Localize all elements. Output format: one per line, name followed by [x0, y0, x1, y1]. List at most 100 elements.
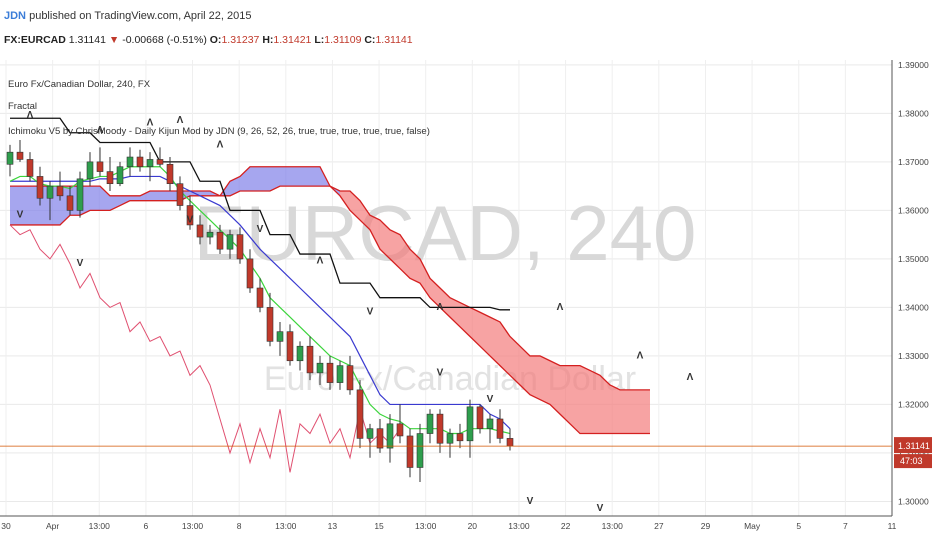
candle-body — [136, 156, 144, 168]
fractal-down-marker: V — [17, 210, 24, 221]
open-value: 1.31237 — [221, 34, 260, 46]
candle-body — [326, 362, 334, 383]
close-label: C: — [364, 34, 376, 46]
down-arrow-icon: ▼ — [108, 34, 120, 46]
candle-body — [506, 438, 514, 447]
fractal-down-marker: V — [487, 394, 494, 405]
candle-body — [106, 171, 114, 185]
fractal-markers: Λ Λ Λ Λ Λ Λ Λ Λ Λ Λ V V V V V V V V V — [17, 110, 694, 514]
low-value: 1.31109 — [324, 34, 362, 46]
time-tick-label: 13 — [328, 521, 338, 531]
time-tick-label: 13:00 — [508, 521, 530, 531]
candle-body — [436, 413, 444, 444]
candle-body — [116, 166, 124, 185]
candle-body — [416, 433, 424, 468]
candle-body — [336, 365, 344, 383]
legend-fractal[interactable]: Fractal — [8, 101, 37, 112]
high-value: 1.31421 — [273, 34, 312, 46]
high-label: H: — [262, 34, 274, 46]
open-label: O: — [209, 34, 222, 46]
published-text: published on TradingView.com, April 22, … — [29, 10, 252, 22]
candle-body — [36, 176, 44, 199]
time-tick-label: 13:00 — [89, 521, 111, 531]
candle-body — [176, 183, 184, 206]
close-value: 1.31141 — [375, 34, 413, 46]
candle-body — [276, 331, 284, 342]
candle-body — [386, 423, 394, 449]
time-tick-label: 13:00 — [602, 521, 624, 531]
price-tick-label: 1.33000 — [898, 351, 929, 361]
candle-body — [466, 406, 474, 442]
publisher-name[interactable]: JDN — [4, 10, 27, 22]
legend-ichimoku[interactable]: Ichimoku V5 by ChrisMoody - Daily Kijun … — [8, 126, 430, 137]
time-tick-label: 15 — [374, 521, 384, 531]
price-tick-label: 1.39000 — [898, 60, 929, 70]
time-tick-label: 30 — [1, 521, 11, 531]
candle-body — [126, 156, 134, 168]
time-tick-label: 7 — [843, 521, 848, 531]
candle-body — [186, 205, 194, 226]
time-tick-label: 27 — [654, 521, 664, 531]
candle-body — [26, 159, 34, 177]
time-tick-label: 8 — [237, 521, 242, 531]
price-axis-bg — [892, 60, 932, 550]
candles — [6, 140, 514, 483]
time-tick-label: 5 — [796, 521, 801, 531]
watermark-big: EURCAD, 240 — [194, 189, 697, 277]
time-tick-label: 13:00 — [182, 521, 204, 531]
candle-body — [206, 231, 214, 238]
candle-body — [236, 234, 244, 260]
candle-body — [456, 433, 464, 442]
candle-body — [16, 151, 24, 160]
candle-body — [46, 185, 54, 199]
candle-body — [56, 185, 64, 197]
candle-body — [426, 413, 434, 434]
publish-line: JDN published on TradingView.com, April … — [4, 10, 251, 22]
fractal-up-marker: Λ — [687, 372, 694, 383]
time-tick-label: 13:00 — [275, 521, 297, 531]
fractal-up-marker: Λ — [97, 125, 104, 136]
price-tick-label: 1.35000 — [898, 254, 929, 264]
fractal-up-marker: Λ — [27, 110, 34, 121]
time-tick-label: 29 — [701, 521, 711, 531]
fractal-down-marker: V — [187, 215, 194, 226]
fractal-up-marker: Λ — [147, 117, 154, 128]
candle-body — [246, 258, 254, 289]
time-tick-label: 11 — [888, 521, 897, 531]
candle-body — [376, 428, 384, 449]
candle-body — [86, 161, 94, 180]
low-label: L: — [314, 34, 325, 46]
candle-body — [196, 224, 204, 238]
fractal-down-marker: V — [437, 367, 444, 378]
candle-body — [226, 234, 234, 250]
last-price: 1.31141 — [68, 34, 106, 46]
candle-body — [316, 362, 324, 374]
candle-body — [366, 428, 374, 439]
legend: Euro Fx/Canadian Dollar, 240, FX Fractal… — [8, 79, 430, 137]
price-tick-label: 1.30000 — [898, 496, 929, 506]
fractal-up-marker: Λ — [317, 256, 324, 267]
candle-body — [406, 435, 414, 468]
time-tick-label: 20 — [468, 521, 478, 531]
fractal-up-marker: Λ — [177, 115, 184, 126]
fractal-down-marker: V — [257, 224, 264, 235]
fractal-down-marker: V — [367, 307, 374, 318]
candle-body — [6, 151, 14, 165]
price-tick-label: 1.36000 — [898, 205, 929, 215]
fractal-up-marker: Λ — [437, 302, 444, 313]
price-tick-label: 1.37000 — [898, 157, 929, 167]
change-value: -0.00668 (-0.51%) — [122, 34, 207, 46]
fractal-down-marker: V — [77, 258, 84, 269]
chikou-line — [9, 224, 401, 473]
candle-body — [216, 231, 224, 250]
candle-body — [306, 345, 314, 374]
legend-symbol[interactable]: Euro Fx/Canadian Dollar, 240, FX — [8, 79, 151, 90]
candle-body — [446, 433, 454, 444]
candle-body — [256, 287, 264, 308]
symbol-label[interactable]: FX:EURCAD — [4, 34, 66, 46]
candle-body — [486, 418, 494, 429]
fractal-up-marker: Λ — [217, 139, 224, 150]
price-chart[interactable]: EURCAD, 240 Euro Fx/Canadian Dollar ΛΛΛ Λ… — [0, 60, 932, 550]
fractal-down-marker: V — [597, 503, 604, 514]
